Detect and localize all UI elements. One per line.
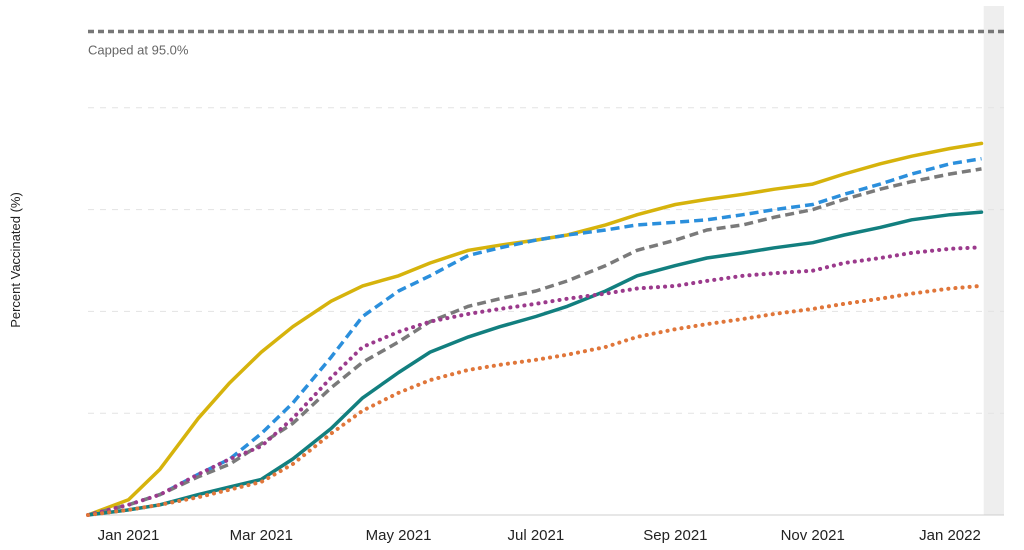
x-tick-label: May 2021	[366, 527, 432, 544]
series-layer	[86, 141, 984, 517]
highlight-band	[983, 6, 1004, 515]
x-tick-label: Mar 2021	[230, 527, 293, 544]
cap-label: Capped at 95.0%	[88, 42, 189, 57]
x-tick-label: Jan 2022	[919, 527, 981, 544]
x-tick-label: Sep 2021	[643, 527, 707, 544]
x-tick-label: Jan 2021	[98, 527, 160, 544]
x-tick-label: Nov 2021	[781, 527, 845, 544]
x-tick-label: Jul 2021	[508, 527, 565, 544]
series-line-5	[86, 245, 984, 517]
gridlines	[88, 107, 1004, 414]
series-line-2	[87, 156, 982, 517]
series-line-4	[86, 210, 984, 517]
series-line-3	[87, 167, 982, 517]
x-axis-ticks: Jan 2021 Mar 2021 May 2021 Jul 2021 Sep 2021…	[98, 527, 981, 544]
series-line-6	[86, 283, 984, 517]
y-axis-title: Percent Vaccinated (%)	[8, 192, 23, 328]
